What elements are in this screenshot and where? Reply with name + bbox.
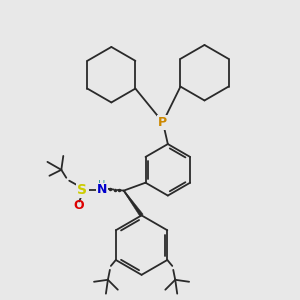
Text: H: H	[98, 180, 106, 190]
Text: P: P	[158, 116, 167, 129]
Polygon shape	[123, 190, 143, 217]
Text: N: N	[97, 183, 107, 196]
Text: S: S	[77, 183, 87, 196]
Text: O: O	[74, 199, 85, 212]
